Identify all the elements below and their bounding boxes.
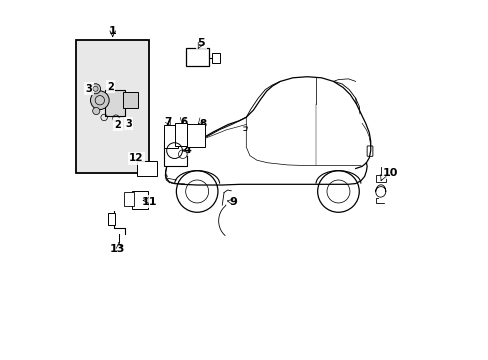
- Text: 5: 5: [197, 38, 205, 48]
- FancyBboxPatch shape: [175, 123, 187, 146]
- Text: 7: 7: [164, 117, 171, 127]
- Text: 11: 11: [142, 197, 157, 207]
- FancyBboxPatch shape: [122, 92, 138, 108]
- Text: 6: 6: [180, 117, 187, 127]
- Text: 8: 8: [199, 120, 206, 129]
- Bar: [76, 40, 149, 173]
- Text: 3: 3: [125, 118, 132, 129]
- Text: 13: 13: [109, 244, 124, 254]
- FancyBboxPatch shape: [187, 124, 204, 147]
- Circle shape: [90, 91, 109, 109]
- Text: 2: 2: [107, 82, 114, 91]
- Text: 2: 2: [114, 120, 121, 130]
- Circle shape: [90, 84, 101, 94]
- FancyBboxPatch shape: [107, 213, 115, 225]
- FancyBboxPatch shape: [163, 126, 178, 148]
- Text: 4: 4: [183, 144, 191, 154]
- FancyBboxPatch shape: [375, 175, 385, 182]
- Text: 10: 10: [382, 168, 398, 178]
- FancyBboxPatch shape: [137, 161, 156, 176]
- Text: 1: 1: [109, 26, 116, 36]
- Circle shape: [92, 107, 100, 114]
- Text: 9: 9: [228, 197, 237, 207]
- FancyBboxPatch shape: [212, 53, 220, 63]
- Text: 3: 3: [85, 84, 92, 94]
- FancyBboxPatch shape: [186, 48, 208, 66]
- Text: 12: 12: [129, 153, 143, 163]
- FancyBboxPatch shape: [105, 90, 124, 116]
- FancyBboxPatch shape: [124, 192, 133, 206]
- FancyBboxPatch shape: [163, 140, 187, 166]
- FancyBboxPatch shape: [131, 191, 148, 210]
